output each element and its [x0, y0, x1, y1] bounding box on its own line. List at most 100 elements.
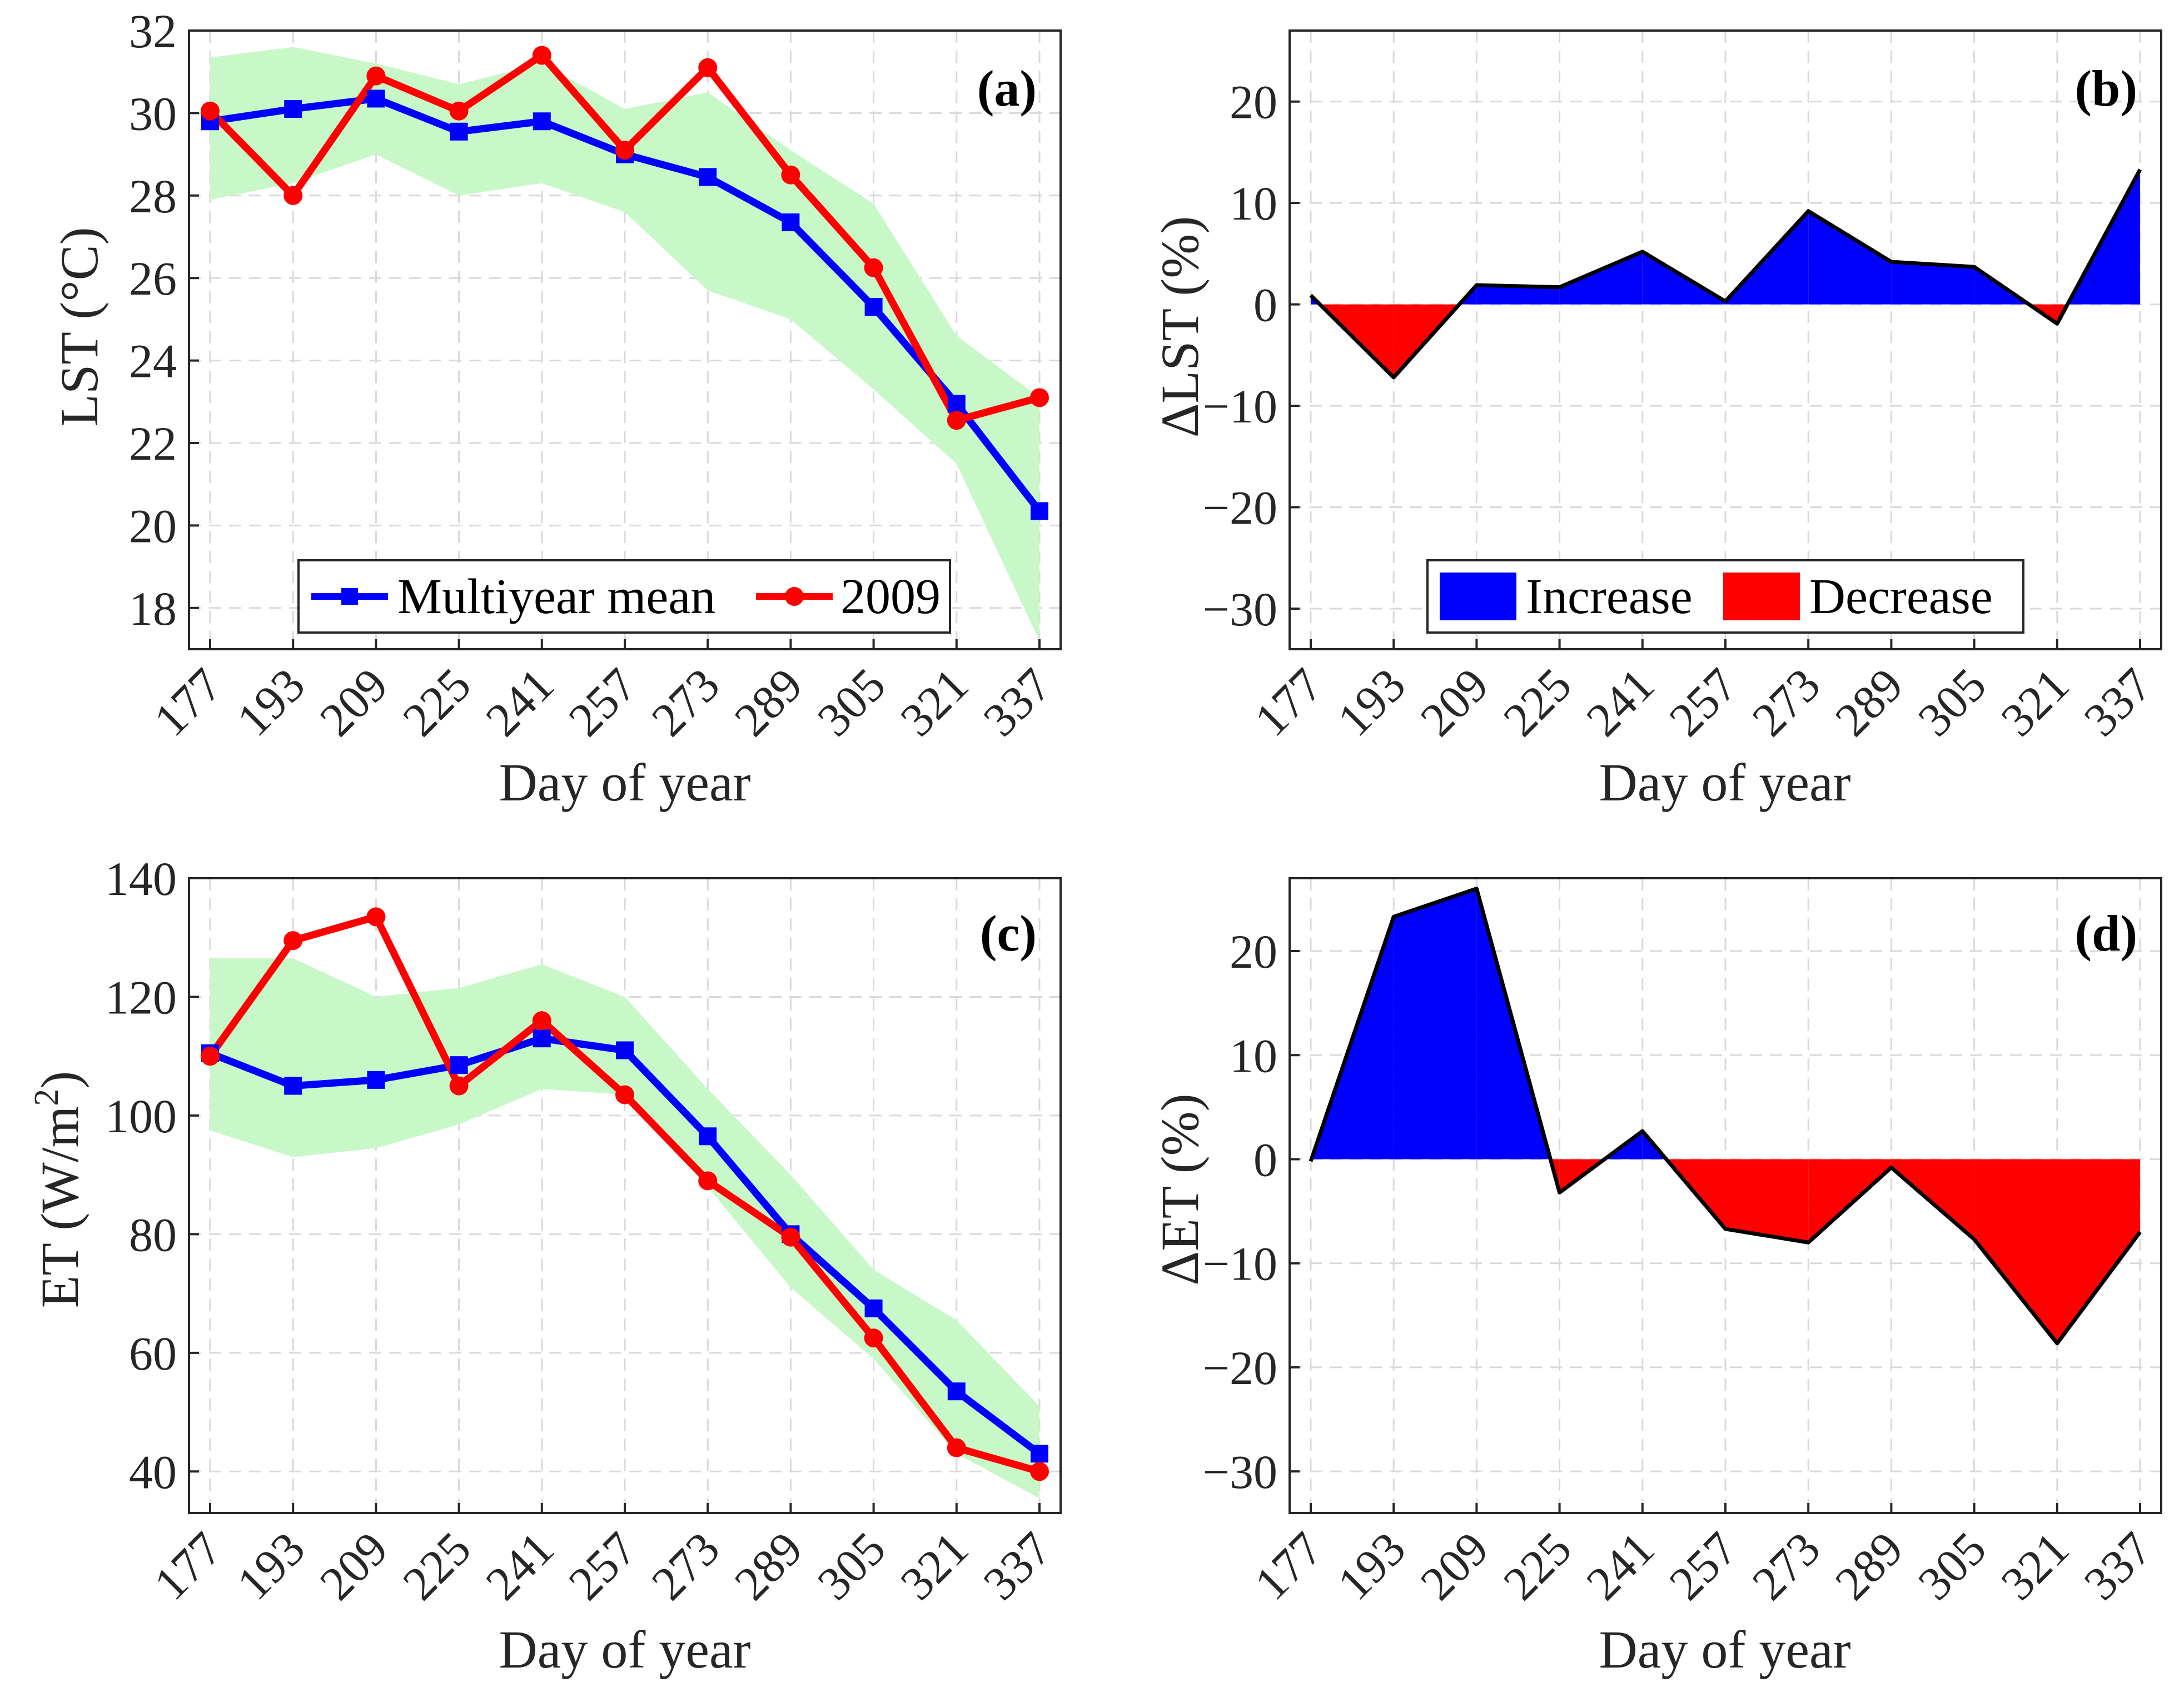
panel-a-legend-box [297, 559, 951, 634]
panel-b-xtick-label-241: 241 [1576, 658, 1664, 747]
panel-c-ylabel: ET (W/m2) [28, 1071, 89, 1308]
panel-c-xtick-label-241: 241 [475, 1522, 564, 1610]
panel-c-multiyear-point-241 [533, 1029, 551, 1048]
legend-increase-label: Increase [1526, 569, 1693, 624]
panel-c-2009-point-305 [864, 1328, 883, 1348]
panel-c-multiyear-point-209 [367, 1071, 385, 1089]
panel-c-xtick-label-305: 305 [807, 1522, 896, 1610]
panel-c-multiyear-point-225 [450, 1056, 468, 1074]
panel-b-ytick-label-10: 10 [1230, 177, 1277, 230]
panel-a-xtick-label-177: 177 [143, 658, 232, 747]
panel-c-xtick-label-177: 177 [143, 1522, 232, 1610]
panel-d-xtick-label-321: 321 [1991, 1522, 2079, 1610]
panel-b-xtick-label-321: 321 [1991, 658, 2079, 747]
panel-b-xlabel: Day of year [1599, 753, 1850, 812]
panel-c-ylabel-superscript: 2 [28, 1089, 66, 1106]
panel-c-xtick-label-225: 225 [392, 1522, 481, 1610]
panel-d-ytick-label-10: 10 [1230, 1029, 1277, 1082]
panel-b-increase-area-8 [1808, 211, 1892, 305]
panel-a-xtick-label-209: 209 [310, 658, 398, 747]
panel-c-xtick-label-257: 257 [558, 1522, 646, 1610]
panel-a-markers-layer [201, 46, 1049, 520]
panel-b-ytick-label--30: −30 [1202, 583, 1277, 636]
panel-a-ytick-label-24: 24 [129, 335, 177, 388]
panel-b-increase-area-4 [1476, 285, 1560, 305]
panel-a-2009-point-305 [864, 258, 883, 277]
panel-d-xtick-label-177: 177 [1244, 1522, 1332, 1610]
panel-c-xtick-label-193: 193 [227, 1522, 315, 1610]
panel-c-ytick-label-80: 80 [129, 1208, 177, 1261]
panel-c-multiyear-point-273 [699, 1127, 717, 1146]
panel-a-xtick-label-289: 289 [724, 658, 813, 747]
panel-c-ytick-label-120: 120 [105, 971, 177, 1024]
panel-b-label: (b) [2075, 60, 2137, 117]
panel-d-decrease-area-9 [1725, 1159, 1809, 1243]
panel-a-ytick-label-22: 22 [129, 417, 177, 470]
panel-d-xlabel: Day of year [1599, 1620, 1850, 1679]
legend-2009-circle-marker [785, 587, 804, 606]
panel-d-xtick-label-257: 257 [1659, 1522, 1747, 1610]
panel-b-legend: Increase Decrease [1426, 559, 2024, 634]
panel-d-xtick-label-225: 225 [1493, 1522, 1581, 1610]
panel-a-2009-point-289 [781, 165, 800, 185]
panel-b-ylabel: ΔLST (%) [1150, 216, 1210, 438]
panel-b-ytick-label-20: 20 [1230, 76, 1277, 129]
panel-c-band-layer [210, 958, 1039, 1499]
panel-c-range-band [210, 958, 1039, 1499]
panel-a-2009-point-321 [947, 411, 966, 430]
panel-a-range-band [210, 47, 1039, 641]
panel-a-ytick-label-30: 30 [129, 87, 177, 140]
panel-b-increase-area-9 [1891, 262, 1974, 305]
panel-c-ytick-label-100: 100 [105, 1089, 177, 1143]
panel-c-ylabel-close: ) [30, 1071, 89, 1089]
panel-b-xtick-label-289: 289 [1825, 658, 1913, 747]
legend-increase-swatch [1440, 573, 1516, 620]
panel-d-area-layer [1311, 888, 2140, 1343]
panel-a-2009-point-273 [698, 58, 718, 77]
legend-decrease-label: Decrease [1809, 569, 1993, 624]
panel-d-xtick-label-273: 273 [1742, 1522, 1830, 1610]
panel-d-xtick-label-241: 241 [1576, 1522, 1664, 1610]
panel-c-ytick-label-60: 60 [129, 1327, 177, 1380]
panel-a-2009-point-209 [366, 66, 386, 86]
panel-d-outline-layer [1309, 887, 2142, 1346]
panel-b-increase-area-5 [1559, 251, 1643, 305]
panel-b-ytick-label--20: −20 [1202, 481, 1277, 535]
panel-a-label: (a) [977, 60, 1037, 117]
panel-d-ytick-label--20: −20 [1202, 1341, 1277, 1395]
panel-c-multiyear-point-193 [284, 1077, 302, 1095]
panel-d-label: (d) [2075, 905, 2137, 962]
panel-a-2009-point-225 [449, 101, 469, 121]
panel-c-multiyear-point-257 [616, 1041, 634, 1059]
panel-c-multiyear-point-305 [864, 1299, 883, 1317]
panel-a-multiyear-point-209 [367, 89, 385, 108]
panel-d-ytick-label-20: 20 [1230, 925, 1277, 978]
panel-a-multiyear-point-241 [533, 112, 551, 131]
panel-a-xtick-label-193: 193 [227, 658, 315, 747]
panel-c-2009-point-337 [1030, 1462, 1049, 1481]
panel-c-ytick-label-140: 140 [105, 852, 177, 905]
panel-b-ytick-label-0: 0 [1253, 278, 1277, 332]
panel-a-xtick-label-273: 273 [641, 658, 730, 747]
panel-c-xlabel: Day of year [499, 1620, 750, 1679]
panel-c-ylabel-main: ET (W/m [30, 1106, 89, 1308]
panel-b-xtick-label-177: 177 [1244, 658, 1332, 747]
panel-a-xlabel: Day of year [499, 753, 750, 812]
panel-c-2009-point-257 [615, 1085, 634, 1104]
panel-a-ytick-label-20: 20 [129, 499, 177, 553]
panel-c-2009-point-193 [283, 931, 303, 950]
panel-a-multiyear-point-321 [947, 395, 966, 413]
panel-a-ylabel: LST (°C) [49, 227, 109, 426]
panel-c-multiyear-point-321 [947, 1382, 966, 1401]
panel-d-xtick-label-209: 209 [1410, 1522, 1499, 1610]
panel-d-xtick-label-305: 305 [1908, 1522, 1996, 1610]
legend-2009-label: 2009 [840, 569, 941, 624]
panel-d-ylabel: ΔET (%) [1150, 1093, 1210, 1285]
panel-c-2009-point-225 [449, 1076, 469, 1096]
panel-c-2009-point-209 [366, 907, 386, 927]
